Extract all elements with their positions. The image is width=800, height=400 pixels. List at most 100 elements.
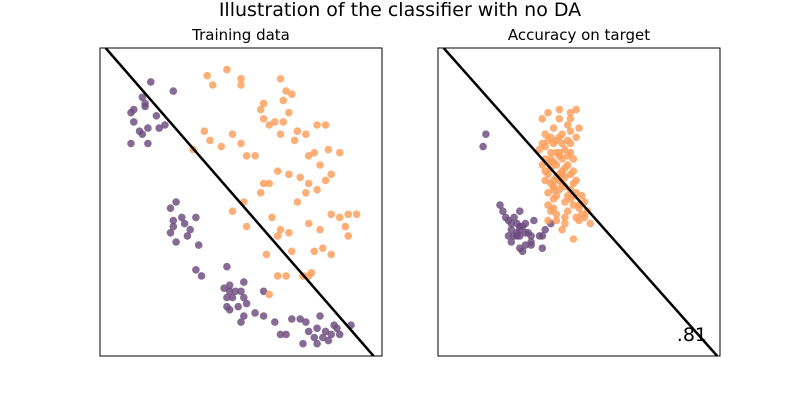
data-point-class-1 <box>341 222 350 231</box>
data-point-class-0 <box>161 121 169 129</box>
data-point-class-1 <box>563 152 572 160</box>
data-point-class-0 <box>237 287 245 296</box>
data-point-class-0 <box>482 130 490 138</box>
data-point-class-1 <box>242 222 251 231</box>
data-point-class-0 <box>259 287 268 296</box>
data-point-class-1 <box>276 130 285 138</box>
data-point-class-1 <box>566 115 575 123</box>
data-point-class-0 <box>530 216 538 225</box>
data-point-class-1 <box>319 244 327 252</box>
data-point-class-1 <box>555 115 564 123</box>
data-point-class-0 <box>538 232 547 240</box>
data-point-class-1 <box>547 133 555 142</box>
data-point-class-1 <box>290 136 299 145</box>
data-point-class-0 <box>147 78 155 86</box>
data-point-class-1 <box>555 148 564 157</box>
data-point-class-1 <box>310 148 319 157</box>
data-point-class-0 <box>321 327 330 336</box>
data-point-class-1 <box>321 121 330 129</box>
data-point-class-1 <box>288 90 296 98</box>
data-point-class-1 <box>569 155 578 163</box>
data-point-class-1 <box>273 232 282 240</box>
data-point-class-1 <box>541 167 549 175</box>
data-point-class-1 <box>203 71 211 80</box>
data-point-class-0 <box>223 302 231 311</box>
data-point-class-1 <box>285 170 293 179</box>
data-point-class-1 <box>538 139 547 148</box>
data-point-class-1 <box>558 139 566 148</box>
data-point-class-0 <box>319 333 327 342</box>
data-point-class-1 <box>580 213 589 222</box>
data-point-class-1 <box>563 136 572 145</box>
data-point-class-1 <box>228 130 237 138</box>
data-point-class-1 <box>251 152 259 160</box>
data-point-class-0 <box>516 225 524 234</box>
data-point-class-1 <box>259 179 268 188</box>
data-point-class-1 <box>256 105 265 114</box>
data-point-class-1 <box>563 207 572 215</box>
data-point-class-0 <box>310 333 319 342</box>
data-point-class-1 <box>279 96 288 105</box>
data-point-class-1 <box>310 247 319 256</box>
data-point-class-0 <box>538 244 547 252</box>
data-point-class-1 <box>344 232 353 240</box>
data-point-class-0 <box>172 238 180 246</box>
data-point-class-0 <box>228 293 237 302</box>
right-axes <box>437 47 721 357</box>
data-point-class-1 <box>313 121 321 129</box>
data-point-class-1 <box>259 115 268 123</box>
data-point-class-1 <box>547 158 555 166</box>
data-point-class-1 <box>304 179 313 188</box>
data-point-class-1 <box>569 201 578 209</box>
data-point-class-1 <box>262 250 271 259</box>
data-point-class-0 <box>504 232 513 240</box>
data-point-class-0 <box>197 272 206 280</box>
data-point-class-1 <box>237 75 245 83</box>
data-point-class-0 <box>296 315 305 323</box>
axes-frame <box>437 47 721 357</box>
data-point-class-0 <box>510 213 518 222</box>
data-point-class-1 <box>242 152 251 160</box>
data-point-class-1 <box>572 176 580 185</box>
data-point-class-1 <box>578 192 586 200</box>
data-point-class-0 <box>304 327 313 336</box>
data-point-class-1 <box>296 173 305 182</box>
data-point-class-1 <box>321 176 330 185</box>
data-point-class-1 <box>552 136 561 145</box>
data-point-class-0 <box>169 216 178 225</box>
data-point-class-1 <box>586 219 595 228</box>
left-axes-title: Training data <box>191 26 290 44</box>
data-point-class-0 <box>240 312 248 320</box>
data-point-class-1 <box>563 121 572 129</box>
data-point-class-1 <box>265 290 274 299</box>
axes-frame <box>99 47 383 357</box>
data-point-class-0 <box>541 225 549 234</box>
data-point-class-1 <box>549 204 558 212</box>
data-point-class-1 <box>566 127 575 135</box>
data-point-class-1 <box>316 225 324 234</box>
data-point-class-0 <box>141 99 149 108</box>
data-point-class-1 <box>271 118 279 126</box>
data-point-class-0 <box>333 324 341 333</box>
data-point-class-1 <box>572 105 580 114</box>
data-point-class-1 <box>558 130 566 138</box>
data-point-class-1 <box>547 148 555 157</box>
data-point-class-1 <box>566 108 575 117</box>
data-point-class-1 <box>304 219 313 228</box>
data-point-class-0 <box>223 293 231 302</box>
data-point-class-1 <box>555 105 564 114</box>
data-point-class-0 <box>152 112 161 120</box>
data-point-class-0 <box>144 124 152 132</box>
data-point-class-0 <box>192 213 200 222</box>
data-point-class-1 <box>259 99 268 108</box>
data-point-class-1 <box>273 167 282 175</box>
data-point-class-0 <box>521 219 530 228</box>
data-point-class-0 <box>138 93 147 102</box>
data-point-class-1 <box>237 81 245 89</box>
data-point-class-0 <box>144 139 152 148</box>
data-point-class-1 <box>302 189 310 197</box>
data-point-class-0 <box>242 299 251 308</box>
data-point-class-1 <box>352 210 361 219</box>
data-point-class-0 <box>130 105 138 114</box>
